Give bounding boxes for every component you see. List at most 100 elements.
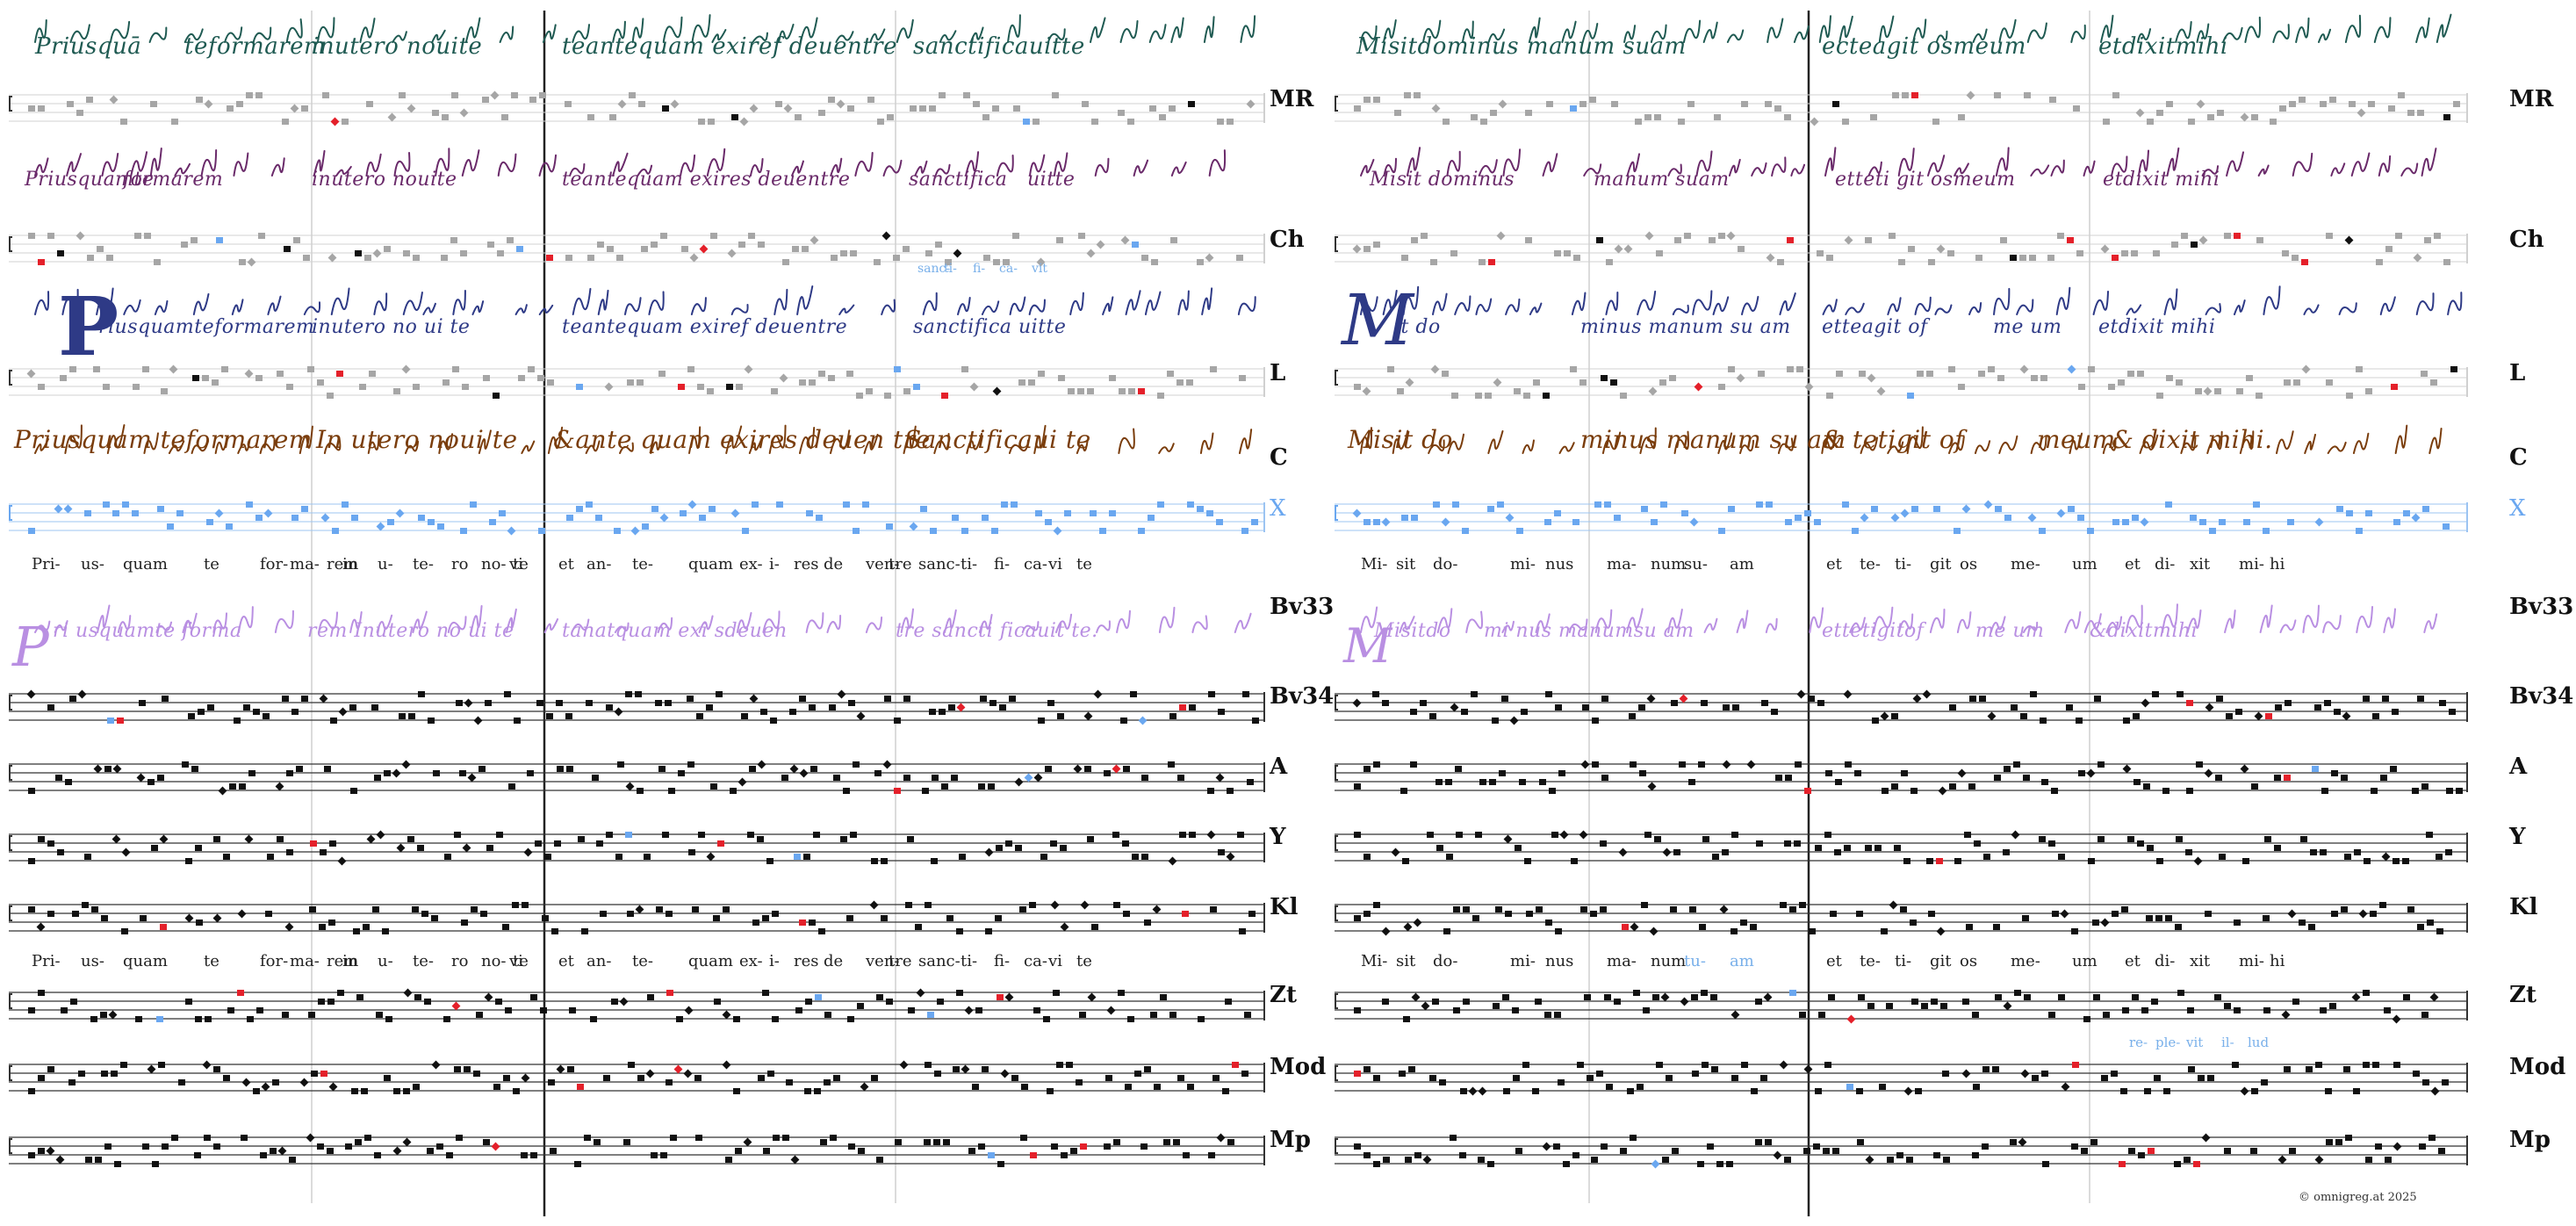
x-syllable: an- — [586, 555, 612, 573]
l-note — [369, 371, 376, 377]
kl-note — [915, 924, 922, 930]
bv33-neume-icon — [349, 610, 363, 633]
y-note — [277, 836, 284, 842]
y-note-rhombus — [159, 834, 169, 844]
mp-note-rhombus — [1422, 1155, 1432, 1165]
zt-note — [824, 1012, 831, 1018]
y-note — [881, 858, 888, 864]
l-neume-icon — [267, 295, 282, 315]
a-note — [1688, 779, 1695, 785]
ch-neume-icon — [1406, 147, 1421, 177]
mp-note — [2428, 1135, 2436, 1141]
y-note — [2088, 858, 2095, 864]
ch-note — [216, 237, 223, 243]
l-note — [443, 379, 450, 386]
y-note — [1815, 845, 1822, 851]
y-note — [2003, 849, 2010, 855]
bv34-note — [1179, 704, 1186, 710]
ch-note — [1236, 255, 1243, 261]
a-note — [592, 775, 599, 781]
y-note — [1132, 854, 1139, 860]
kl-note — [1472, 915, 1479, 921]
mr-neume-icon — [2196, 23, 2210, 43]
bv34-note — [625, 691, 632, 697]
a-note — [239, 783, 246, 790]
bv34-note-rhombus — [837, 689, 846, 699]
c-neume-icon — [323, 436, 342, 454]
kl-syllable: in — [342, 952, 358, 970]
l-neume-icon — [1741, 295, 1759, 315]
kl-note — [1144, 920, 1151, 926]
mr-note — [1570, 105, 1577, 112]
mp-note — [978, 1143, 985, 1150]
bv34-note — [263, 713, 270, 719]
l-note — [1451, 393, 1458, 399]
mp-note — [1813, 1143, 1820, 1150]
l-neume-icon — [2016, 299, 2034, 315]
kl-note — [692, 906, 699, 912]
kl-note — [1809, 928, 1816, 934]
zt-note — [327, 999, 335, 1005]
l-note — [1718, 384, 1725, 390]
l-note — [2195, 388, 2202, 394]
c-manuscript-text: Sanctificaui te — [904, 425, 1091, 454]
mod-note-rhombus — [147, 1064, 156, 1074]
c-neume-icon — [521, 440, 536, 454]
mr-note — [1774, 105, 1781, 112]
kl-note-rhombus — [1152, 905, 1162, 914]
mp-note — [848, 1143, 855, 1150]
ch-note — [1738, 246, 1745, 252]
l-neume-icon — [1845, 302, 1865, 315]
kl-note — [1248, 911, 1256, 917]
x-note-rhombus — [2027, 513, 2037, 523]
mod-note — [2422, 1079, 2429, 1085]
x-note — [2253, 501, 2260, 508]
y-note — [2219, 854, 2226, 860]
a-note — [350, 788, 357, 794]
x-note — [642, 523, 649, 530]
ch-note — [681, 246, 688, 252]
bv33-neume-icon — [2064, 611, 2082, 633]
a-note — [894, 788, 901, 794]
bv34-note — [2066, 704, 2073, 710]
mp-note — [1373, 1161, 1380, 1167]
bv34-note — [1410, 709, 1417, 715]
l-note — [736, 384, 743, 390]
bv34-note — [894, 718, 901, 724]
kl-note-rhombus — [1080, 900, 1090, 910]
ch-neume-icon — [1502, 148, 1522, 177]
ch-note — [1908, 246, 1915, 252]
ch-note — [441, 255, 448, 261]
l-neume-icon — [1779, 292, 1796, 315]
row-label-kl: Kl — [1270, 894, 1299, 920]
mod-note — [2353, 1088, 2360, 1094]
bv34-note-rhombus — [1352, 698, 1362, 708]
c-neume-icon — [1392, 429, 1409, 454]
mod-note — [1656, 1062, 1663, 1068]
mr-note — [1958, 114, 1965, 120]
bv33-neume-icon — [805, 612, 824, 633]
a-note — [1364, 766, 1371, 772]
a-note — [1104, 770, 1111, 776]
x-note — [1090, 510, 1097, 516]
y-note-rhombus — [1559, 830, 1569, 840]
ch-note — [1709, 237, 1716, 243]
mod-note — [272, 1079, 279, 1085]
y-note — [2176, 836, 2183, 842]
y-note — [47, 840, 54, 847]
mr-note — [282, 119, 289, 125]
y-note — [28, 858, 35, 864]
ch-manuscript-text: teantequam exires deuentre — [562, 169, 851, 191]
zt-note — [1604, 994, 1611, 1000]
ch-manuscript-text: etteti git osmeum — [1835, 169, 2016, 191]
mp-note — [2174, 1161, 2181, 1167]
zt-note — [1453, 1007, 1460, 1013]
bv34-note — [1545, 691, 1552, 697]
bv34-note — [665, 700, 672, 706]
mr-neume-icon — [1912, 18, 1927, 43]
kl-syllable: de — [824, 952, 844, 970]
x-note — [1011, 501, 1018, 508]
l-note — [2031, 375, 2038, 381]
l-note — [2284, 379, 2291, 386]
